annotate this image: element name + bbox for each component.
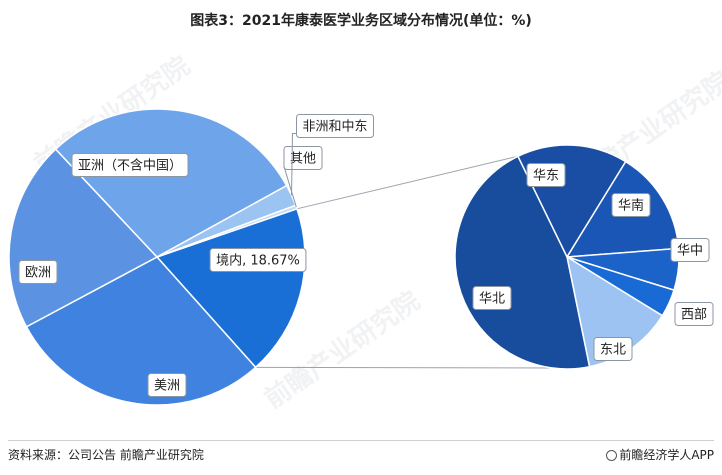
- label-central-china-text: 华中: [677, 244, 703, 259]
- label-northeast-text: 东北: [600, 343, 626, 358]
- leader-line-other: [283, 166, 297, 208]
- sub-pie: [454, 144, 680, 370]
- label-domestic-text: 境内, 18.67%: [216, 253, 300, 269]
- footer-divider: [8, 440, 714, 441]
- label-east-china: 华东: [526, 163, 566, 187]
- label-other: 其他: [283, 146, 323, 170]
- label-americas: 美洲: [147, 373, 187, 397]
- label-northeast: 东北: [593, 337, 633, 361]
- label-south-china: 华南: [611, 193, 651, 217]
- brand-text: 前瞻经济学人APP: [606, 446, 714, 463]
- label-other-text: 其他: [290, 152, 316, 167]
- main-pie-slice-4: [54, 108, 288, 258]
- label-north-china: 华北: [472, 286, 512, 310]
- label-central-china: 华中: [670, 238, 710, 262]
- label-europe-text: 欧洲: [25, 266, 51, 281]
- brand-label: 前瞻经济学人APP: [619, 448, 714, 462]
- source-text: 资料来源：公司公告 前瞻产业研究院: [8, 448, 204, 462]
- main-pie-slice-2: [25, 256, 257, 406]
- label-west-text: 西部: [681, 308, 707, 323]
- leader-line-africa: [291, 133, 297, 196]
- label-asia-text: 亚洲（不含中国）: [78, 158, 182, 174]
- connector-lines: [255, 146, 563, 369]
- connector-line-top: [296, 146, 558, 210]
- label-americas-text: 美洲: [154, 379, 180, 394]
- label-north-china-text: 华北: [479, 292, 505, 307]
- label-africa-middle-east: 非洲和中东: [295, 114, 375, 138]
- label-africa-middle-east-text: 非洲和中东: [302, 120, 367, 135]
- brand-logo-icon: [606, 450, 618, 461]
- label-east-china-text: 华东: [533, 169, 559, 184]
- label-asia: 亚洲（不含中国）: [71, 153, 189, 177]
- chart-title: 图表3：2021年康泰医学业务区域分布情况(单位：%): [190, 13, 532, 29]
- label-europe: 欧洲: [18, 260, 58, 284]
- sub-pie-slice-6: [454, 155, 591, 370]
- label-west: 西部: [674, 302, 714, 326]
- connector-line-bottom: [255, 366, 563, 369]
- label-south-china-text: 华南: [618, 198, 644, 214]
- label-domestic: 境内, 18.67%: [209, 248, 307, 272]
